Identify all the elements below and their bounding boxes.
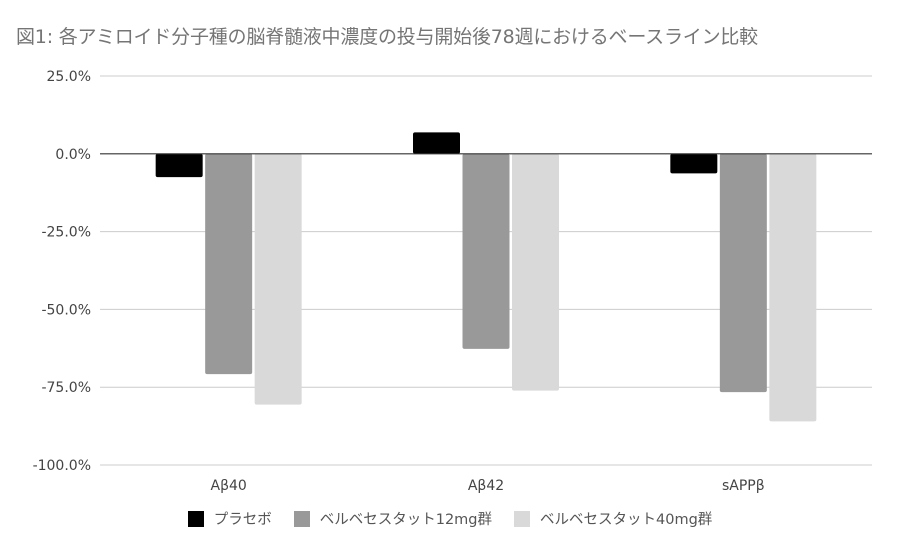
- bar-Aβ40-2: [254, 153, 302, 405]
- bar-Aβ40-1: [205, 153, 253, 375]
- legend-item-40mg: ベルベセスタット40mg群: [514, 508, 712, 529]
- y-tick-label: 0.0%: [55, 147, 91, 163]
- bar-sAPPβ-2: [769, 153, 817, 422]
- legend-swatch-40mg: [514, 510, 530, 527]
- chart-title: 図1: 各アミロイド分子種の脳脊髄液中濃度の投与開始後78週におけるベースライン…: [16, 26, 758, 48]
- bar-Aβ40-0: [155, 153, 203, 178]
- bar-chart: 25.0%0.0%-25.0%-50.0%-75.0%-100.0% Aβ40 A…: [33, 69, 872, 494]
- legend-label-40mg: ベルベセスタット40mg群: [540, 512, 713, 528]
- y-axis-ticks: 25.0% 0.0% -25.0% -50.0% -75.0% -100.0%: [33, 69, 91, 474]
- y-tick-label: -100.0%: [33, 458, 91, 474]
- x-category-label: Aβ42: [468, 478, 504, 494]
- y-tick-label: -25.0%: [41, 225, 91, 241]
- bar-sAPPβ-1: [719, 153, 767, 393]
- bar-Aβ42-0: [413, 132, 460, 154]
- legend-item-placebo: プラセボ: [187, 508, 272, 529]
- x-axis-categories: Aβ40 Aβ42 sAPPβ: [211, 478, 765, 494]
- y-tick-label: 25.0%: [47, 69, 91, 85]
- bar-sAPPβ-0: [670, 153, 718, 174]
- legend-item-12mg: ベルベセスタット12mg群: [293, 508, 492, 529]
- y-tick-label: -50.0%: [41, 302, 91, 318]
- legend: プラセボ ベルベセスタット12mg群 ベルベセスタット40mg群: [0, 508, 900, 529]
- legend-swatch-placebo: [187, 510, 204, 527]
- bar-Aβ42-1: [462, 153, 510, 349]
- legend-swatch-12mg: [293, 510, 310, 527]
- y-tick-label: -75.0%: [41, 380, 91, 396]
- legend-label-placebo: プラセボ: [213, 512, 272, 528]
- x-category-label: sAPPβ: [722, 478, 765, 494]
- bars: [155, 132, 817, 422]
- legend-label-12mg: ベルベセスタット12mg群: [319, 512, 492, 528]
- bar-Aβ42-2: [512, 153, 559, 391]
- x-category-label: Aβ40: [211, 478, 247, 494]
